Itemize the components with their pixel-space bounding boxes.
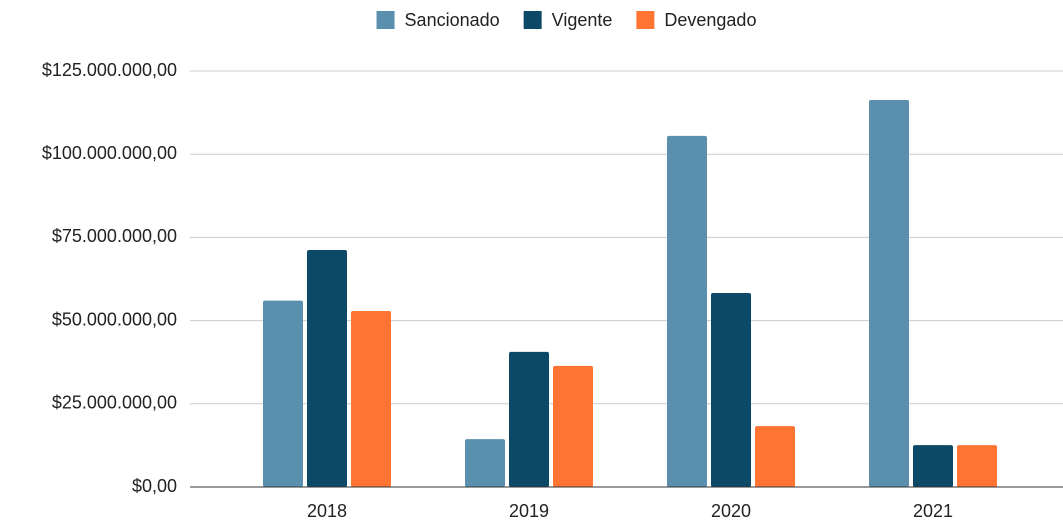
bar xyxy=(957,445,997,487)
y-tick-label: $75.000.000,00 xyxy=(52,226,177,246)
bar xyxy=(869,99,909,487)
x-tick-label: 2020 xyxy=(711,501,751,521)
x-tick-label: 2021 xyxy=(913,501,953,521)
y-tick-label: $125.000.000,00 xyxy=(42,60,177,80)
bar xyxy=(351,310,391,487)
legend-label: Vigente xyxy=(552,10,613,30)
bar xyxy=(667,135,707,487)
bar xyxy=(263,300,303,487)
bar xyxy=(509,351,549,487)
y-tick-label: $25.000.000,00 xyxy=(52,393,177,413)
y-tick-label: $0,00 xyxy=(132,476,177,496)
y-tick-label: $50.000.000,00 xyxy=(52,309,177,329)
bar xyxy=(755,426,795,487)
legend-label: Devengado xyxy=(664,10,756,30)
legend-label: Sancionado xyxy=(405,10,500,30)
legend-swatch xyxy=(523,11,542,29)
y-tick-label: $100.000.000,00 xyxy=(42,143,177,163)
legend-swatch xyxy=(636,11,655,29)
bar xyxy=(913,445,953,487)
bar xyxy=(553,365,593,487)
bar xyxy=(711,292,751,487)
x-tick-label: 2018 xyxy=(307,501,347,521)
bar xyxy=(307,250,347,487)
x-tick-label: 2019 xyxy=(509,501,549,521)
bar xyxy=(465,439,505,487)
legend-swatch xyxy=(376,11,395,29)
